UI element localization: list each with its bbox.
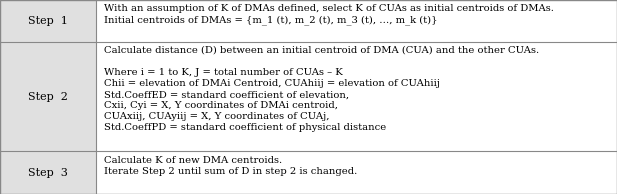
Bar: [96, 0, 617, 42]
Text: Iterate Step 2 until sum of D in step 2 is changed.: Iterate Step 2 until sum of D in step 2 …: [104, 167, 357, 176]
Bar: [96, 42, 617, 151]
Text: Chii = elevation of DMAi Centroid, CUAhiij = elevation of CUAhiij: Chii = elevation of DMAi Centroid, CUAhi…: [104, 79, 441, 88]
Text: Calculate distance (D) between an initial centroid of DMA (CUA) and the other CU: Calculate distance (D) between an initia…: [104, 46, 539, 55]
Text: Initial centroids of DMAs = {m_1 (t), m_2 (t), m_3 (t), …, m_k (t)}: Initial centroids of DMAs = {m_1 (t), m_…: [104, 15, 438, 25]
Text: Std.CoeffED = standard coefficient of elevation,: Std.CoeffED = standard coefficient of el…: [104, 90, 349, 99]
Text: Where i = 1 to K, J = total number of CUAs – K: Where i = 1 to K, J = total number of CU…: [104, 68, 343, 77]
Bar: [96, 151, 617, 194]
Text: With an assumption of K of DMAs defined, select K of CUAs as initial centroids o: With an assumption of K of DMAs defined,…: [104, 4, 554, 13]
Bar: [0, 151, 96, 194]
Text: Calculate K of new DMA centroids.: Calculate K of new DMA centroids.: [104, 156, 283, 165]
Bar: [0, 42, 96, 151]
Text: Step  1: Step 1: [28, 16, 68, 26]
Text: Step  2: Step 2: [28, 92, 68, 101]
Bar: [0, 0, 96, 42]
Text: Cxii, Cyi = X, Y coordinates of DMAi centroid,: Cxii, Cyi = X, Y coordinates of DMAi cen…: [104, 101, 338, 110]
Text: CUAxiij, CUAyiij = X, Y coordinates of CUAj,: CUAxiij, CUAyiij = X, Y coordinates of C…: [104, 112, 329, 121]
Text: Step  3: Step 3: [28, 168, 68, 178]
Text: Std.CoeffPD = standard coefficient of physical distance: Std.CoeffPD = standard coefficient of ph…: [104, 123, 386, 132]
